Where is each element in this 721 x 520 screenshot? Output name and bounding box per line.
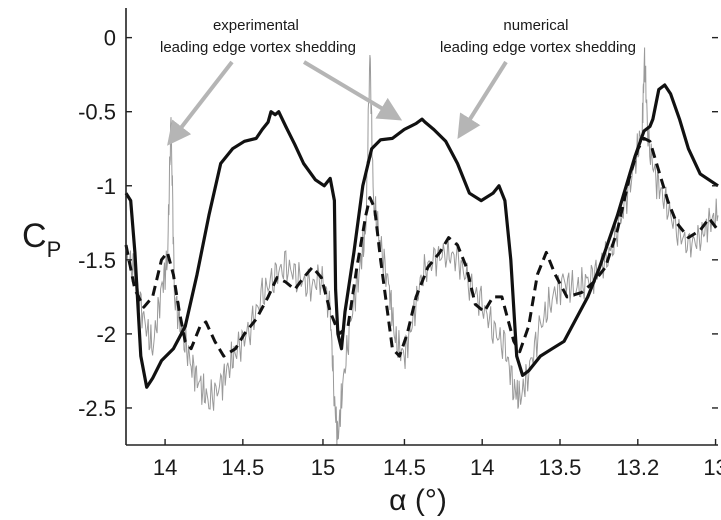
- tick-labels: 0 -0.5 -1 -1.5 -2 -2.5 14 14.5 15 14.5 14 13.5 13.2 1…: [78, 26, 721, 480]
- x-tick-label: 14: [153, 455, 177, 480]
- y-tick-label: -1.5: [78, 248, 116, 273]
- x-tick-label: 14: [470, 455, 494, 480]
- plot-area: [126, 8, 718, 445]
- annotation-experimental-line-1: experimental: [213, 17, 299, 34]
- annotation-arrow-numerical: [457, 60, 508, 140]
- y-tick-label: 0: [104, 26, 116, 51]
- annotation-numerical: numerical leading edge vortex shedding: [440, 17, 636, 56]
- annotation-numerical-line-1: numerical: [503, 17, 568, 34]
- series-dashed-line: [124, 136, 720, 358]
- series-solid-line: [124, 83, 719, 389]
- annotation-experimental-line-2: leading edge vortex shedding: [160, 39, 356, 56]
- annotations: experimental leading edge vortex sheddin…: [160, 17, 636, 146]
- annotation-arrow-experimental-right: [302, 60, 403, 121]
- annotation-arrow-experimental-left: [167, 60, 234, 146]
- series-layer: [124, 47, 720, 446]
- x-tick-label: 13.5: [539, 455, 582, 480]
- x-tick-label: 13: [703, 455, 721, 480]
- x-tick-label: 14.5: [221, 455, 264, 480]
- x-axis-label: α (°): [389, 484, 447, 517]
- x-tick-label: 14.5: [383, 455, 426, 480]
- axis-labels: CP α (°): [22, 217, 447, 517]
- y-tick-label: -2: [96, 322, 116, 347]
- y-tick-label: -2.5: [78, 396, 116, 421]
- x-tick-label: 15: [311, 455, 335, 480]
- plot-background: [126, 8, 718, 445]
- y-tick-label: -1: [96, 174, 116, 199]
- axes: [125, 8, 718, 446]
- annotation-numerical-line-2: leading edge vortex shedding: [440, 39, 636, 56]
- x-tick-label: 13.2: [616, 455, 659, 480]
- y-tick-label: -0.5: [78, 100, 116, 125]
- y-axis-label: CP: [22, 217, 61, 262]
- annotation-experimental: experimental leading edge vortex sheddin…: [160, 17, 356, 56]
